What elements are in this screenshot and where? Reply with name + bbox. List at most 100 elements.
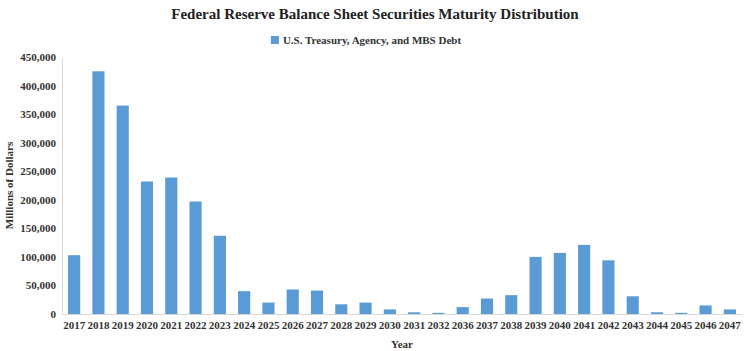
y-tick: 350,000 <box>20 108 62 120</box>
bar <box>530 257 542 314</box>
y-tick-label: 150,000 <box>20 222 56 234</box>
bar <box>432 313 444 314</box>
x-tick: 2040 <box>549 314 572 331</box>
x-tick: 2029 <box>355 314 378 331</box>
y-tick: 100,000 <box>20 251 62 263</box>
x-tick: 2018 <box>87 314 110 331</box>
x-tick-label: 2022 <box>185 319 208 331</box>
chart: Federal Reserve Balance Sheet Securities… <box>0 0 750 351</box>
x-tick: 2039 <box>525 314 548 331</box>
y-tick-label: 350,000 <box>20 108 56 120</box>
x-tick-label: 2030 <box>379 319 402 331</box>
x-tick-label: 2031 <box>403 319 425 331</box>
x-tick-label: 2043 <box>622 319 645 331</box>
x-tick: 2045 <box>670 314 693 331</box>
x-tick-label: 2047 <box>719 319 742 331</box>
x-axis: 2017201820192020202120222023202420252026… <box>63 314 743 331</box>
x-tick-label: 2026 <box>282 319 305 331</box>
x-tick-label: 2039 <box>525 319 548 331</box>
bar <box>505 295 517 314</box>
x-tick: 2027 <box>306 314 329 331</box>
x-tick-label: 2036 <box>452 319 475 331</box>
y-tick: 400,000 <box>20 80 62 92</box>
x-tick: 2028 <box>330 314 353 331</box>
bar <box>238 291 250 314</box>
bar <box>675 313 687 314</box>
legend-swatch <box>271 36 279 44</box>
bar <box>262 303 274 314</box>
bar <box>335 304 347 314</box>
bar <box>724 309 736 314</box>
bar <box>214 236 226 314</box>
x-tick-label: 2037 <box>476 319 499 331</box>
x-tick: 2017 <box>63 314 86 331</box>
y-tick-label: 450,000 <box>20 51 56 63</box>
x-tick: 2021 <box>160 314 182 331</box>
bar <box>92 71 104 314</box>
bar <box>457 307 469 314</box>
x-tick-label: 2038 <box>500 319 523 331</box>
x-tick-label: 2045 <box>670 319 693 331</box>
y-tick-label: 0 <box>51 308 57 320</box>
x-tick: 2047 <box>719 314 742 331</box>
y-tick-label: 200,000 <box>20 194 56 206</box>
bar <box>311 291 323 314</box>
bar <box>700 305 712 314</box>
y-tick-label: 50,000 <box>26 279 57 291</box>
x-tick: 2037 <box>476 314 499 331</box>
bar <box>627 296 639 314</box>
legend: U.S. Treasury, Agency, and MBS Debt <box>271 34 462 46</box>
bar <box>190 201 202 314</box>
y-tick-label: 250,000 <box>20 165 56 177</box>
x-axis-line <box>63 314 743 315</box>
bars <box>68 71 736 314</box>
x-tick-label: 2018 <box>87 319 110 331</box>
x-tick-label: 2024 <box>233 319 256 331</box>
x-tick-label: 2041 <box>573 319 595 331</box>
y-axis-title: Millions of Dollars <box>3 141 15 229</box>
x-tick: 2022 <box>185 314 208 331</box>
x-tick: 2044 <box>646 314 669 331</box>
x-tick-label: 2046 <box>695 319 718 331</box>
x-axis-title: Year <box>391 338 413 350</box>
bar <box>141 182 153 314</box>
y-tick-label: 100,000 <box>20 251 56 263</box>
x-tick-label: 2025 <box>257 319 280 331</box>
bar <box>68 255 80 314</box>
x-tick: 2024 <box>233 314 256 331</box>
bar <box>360 303 372 314</box>
x-tick-label: 2023 <box>209 319 232 331</box>
bar <box>408 312 420 314</box>
x-tick-label: 2020 <box>136 319 159 331</box>
x-tick-label: 2042 <box>597 319 620 331</box>
x-tick: 2031 <box>403 314 425 331</box>
y-tick: 150,000 <box>20 222 62 234</box>
y-tick: 0 <box>51 308 63 320</box>
bar <box>287 289 299 314</box>
bar <box>384 309 396 314</box>
x-tick: 2042 <box>597 314 620 331</box>
x-tick: 2046 <box>695 314 718 331</box>
y-axis-line <box>62 58 63 315</box>
x-tick-label: 2019 <box>112 319 135 331</box>
x-tick-label: 2032 <box>427 319 450 331</box>
bar <box>165 178 177 314</box>
x-tick: 2041 <box>573 314 595 331</box>
y-tick: 200,000 <box>20 194 62 206</box>
x-tick-label: 2021 <box>160 319 182 331</box>
x-tick: 2019 <box>112 314 135 331</box>
x-tick: 2030 <box>379 314 402 331</box>
title: Federal Reserve Balance Sheet Securities… <box>171 6 579 22</box>
x-tick: 2043 <box>622 314 645 331</box>
bar <box>578 245 590 314</box>
x-tick-label: 2027 <box>306 319 329 331</box>
x-tick-label: 2040 <box>549 319 572 331</box>
x-tick: 2036 <box>452 314 475 331</box>
bar <box>651 312 663 314</box>
x-tick: 2025 <box>257 314 280 331</box>
x-tick-label: 2044 <box>646 319 669 331</box>
y-tick: 50,000 <box>26 279 62 291</box>
x-tick: 2032 <box>427 314 450 331</box>
x-tick: 2020 <box>136 314 159 331</box>
y-axis: 050,000100,000150,000200,000250,000300,0… <box>20 51 62 320</box>
